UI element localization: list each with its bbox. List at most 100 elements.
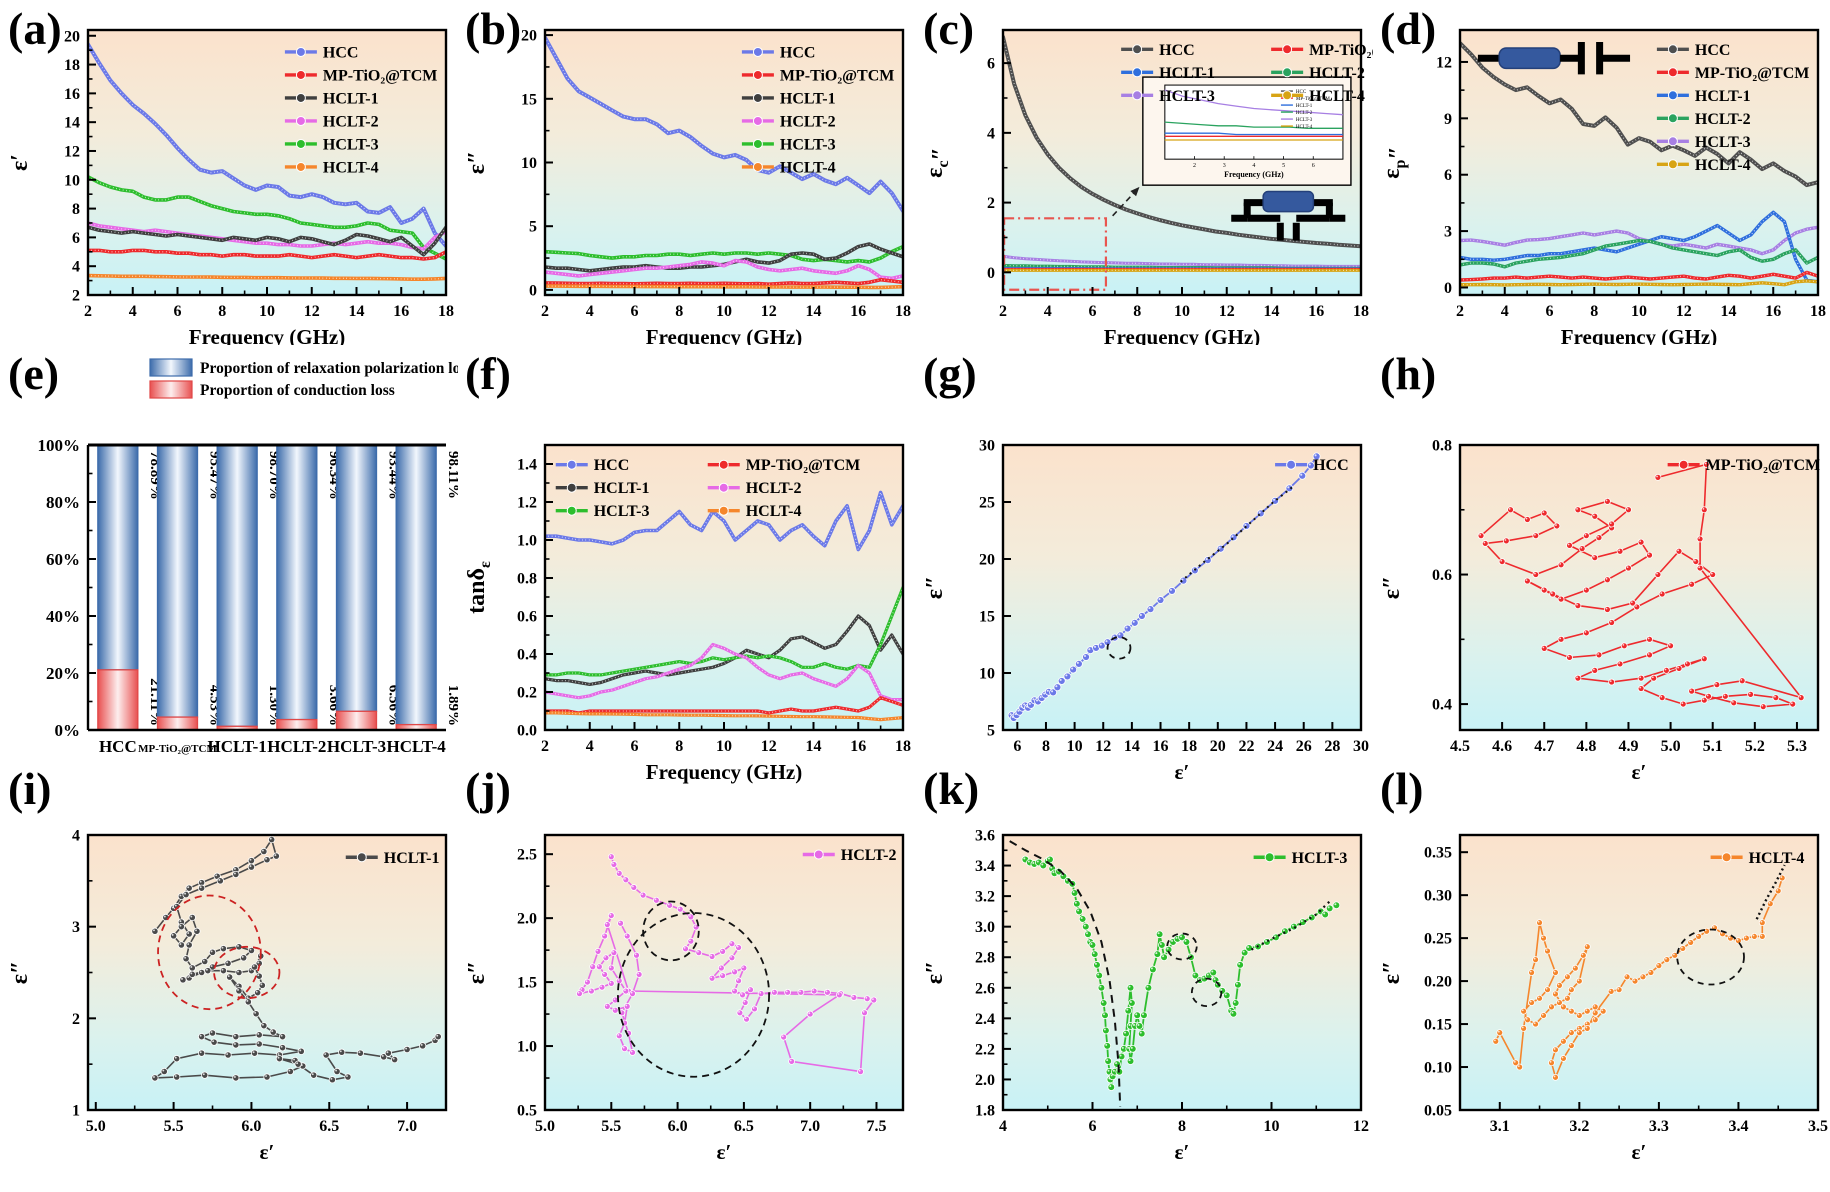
svg-text:HCC: HCC <box>594 457 630 474</box>
svg-text:8: 8 <box>1590 303 1598 320</box>
svg-text:6: 6 <box>987 56 995 73</box>
svg-text:5.2: 5.2 <box>1745 738 1765 755</box>
svg-text:HCLT-1: HCLT-1 <box>594 480 650 497</box>
svg-text:18: 18 <box>1353 303 1369 320</box>
svg-text:ε″: ε″ <box>1379 576 1405 600</box>
svg-text:HCC: HCC <box>1159 42 1195 59</box>
svg-text:10: 10 <box>979 666 995 683</box>
svg-text:2: 2 <box>72 1011 80 1028</box>
svg-text:εc″: εc″ <box>922 147 954 178</box>
svg-text:MP-TiO₂@TCM: MP-TiO₂@TCM <box>780 67 894 84</box>
svg-text:HCLT-2: HCLT-2 <box>780 113 836 130</box>
svg-text:6.5: 6.5 <box>319 1118 339 1135</box>
svg-text:6: 6 <box>1013 738 1021 755</box>
svg-text:0: 0 <box>529 282 537 299</box>
svg-text:1: 1 <box>72 1103 80 1120</box>
svg-text:6: 6 <box>174 303 182 320</box>
svg-text:0.2: 0.2 <box>517 685 537 702</box>
svg-text:HCLT-4: HCLT-4 <box>746 503 802 520</box>
svg-text:6.0: 6.0 <box>241 1118 261 1135</box>
panel-l: (l) 3.1 3.2 3.3 3.4 3.5 0.05 0.10 0.15 0.20 0.25 0.… <box>1372 760 1830 1192</box>
svg-text:Frequency (GHz): Frequency (GHz) <box>1561 325 1718 345</box>
svg-text:2.0: 2.0 <box>975 1072 995 1089</box>
svg-text:Frequency (GHz): Frequency (GHz) <box>1224 170 1284 179</box>
svg-text:6: 6 <box>1089 1118 1097 1135</box>
svg-text:4.5: 4.5 <box>1450 738 1470 755</box>
svg-text:40%: 40% <box>46 607 80 626</box>
panel-f: (f) 2 4 6 8 10 12 14 16 18 0.0 0.2 0.4 0.6 0.8 1.0 1.2 1.… <box>457 345 915 795</box>
svg-text:4: 4 <box>987 125 995 142</box>
svg-text:18: 18 <box>438 303 454 320</box>
svg-text:0.6: 0.6 <box>1432 567 1452 584</box>
svg-text:2.2: 2.2 <box>975 1041 995 1058</box>
svg-text:0.35: 0.35 <box>1424 845 1452 862</box>
svg-text:MP-TiO₂@TCM: MP-TiO₂@TCM <box>746 457 860 474</box>
svg-text:HCLT-2: HCLT-2 <box>1309 65 1365 82</box>
svg-text:2: 2 <box>541 303 549 320</box>
svg-text:2.0: 2.0 <box>517 911 537 928</box>
svg-text:3: 3 <box>1444 224 1452 241</box>
svg-text:HCLT-3: HCLT-3 <box>594 503 650 520</box>
svg-text:12: 12 <box>1436 54 1452 71</box>
svg-text:Proportion of relaxation polar: Proportion of relaxation polarization lo… <box>200 360 458 377</box>
svg-text:6: 6 <box>631 738 639 755</box>
svg-text:12: 12 <box>64 143 80 160</box>
svg-text:0.05: 0.05 <box>1424 1103 1452 1120</box>
svg-text:MP-TiO₂@TCM: MP-TiO₂@TCM <box>1296 97 1331 102</box>
panel-k-plot: 4 6 8 10 12 1.8 2.0 2.2 2.4 2.6 2.8 3.0 3.2 3.4 3.6 ε′ ε… <box>915 760 1373 1192</box>
svg-text:HCLT-4: HCLT-4 <box>1296 125 1313 130</box>
svg-text:0.4: 0.4 <box>517 647 537 664</box>
svg-text:16: 16 <box>64 86 80 103</box>
svg-text:HCLT-1: HCLT-1 <box>1159 65 1215 82</box>
panel-f-plot: 2 4 6 8 10 12 14 16 18 0.0 0.2 0.4 0.6 0.8 1.0 1.2 1.4 Fr… <box>457 345 915 795</box>
svg-text:HCLT-1: HCLT-1 <box>780 90 836 107</box>
svg-text:3: 3 <box>72 919 80 936</box>
panel-h: (h) 4.5 4.6 4.7 4.8 4.9 5.0 5.1 5.2 5.3 0.4 0.6 0.8 ε… <box>1372 345 1830 795</box>
svg-text:28: 28 <box>1324 738 1340 755</box>
svg-text:12: 12 <box>761 303 777 320</box>
svg-text:10: 10 <box>1631 303 1647 320</box>
svg-text:ε″: ε″ <box>464 151 490 175</box>
svg-text:5: 5 <box>529 219 537 236</box>
svg-text:8: 8 <box>675 303 683 320</box>
svg-text:HCC: HCC <box>1296 90 1307 95</box>
svg-text:2: 2 <box>541 738 549 755</box>
svg-text:0: 0 <box>1444 280 1452 297</box>
svg-text:3.4: 3.4 <box>1728 1118 1748 1135</box>
svg-text:HCLT-3: HCLT-3 <box>1695 134 1751 151</box>
svg-text:ε′: ε′ <box>1632 760 1647 784</box>
svg-text:5.0: 5.0 <box>1661 738 1681 755</box>
svg-text:0.8: 0.8 <box>1432 438 1452 455</box>
svg-text:14: 14 <box>349 303 365 320</box>
svg-text:HCLT-2: HCLT-2 <box>1695 111 1751 128</box>
svg-text:HCLT-3: HCLT-3 <box>327 737 386 756</box>
svg-text:ε′: ε′ <box>7 154 33 171</box>
panel-e: (e) 0% 20% 40% 60% 80% 100% 78.89% 21.11% HCC 95.4… <box>0 345 472 795</box>
svg-text:4.8: 4.8 <box>1576 738 1596 755</box>
svg-text:24: 24 <box>1267 738 1283 755</box>
svg-text:14: 14 <box>1124 738 1140 755</box>
svg-text:HCLT-3: HCLT-3 <box>1159 88 1215 105</box>
svg-text:Frequency (GHz): Frequency (GHz) <box>646 325 803 345</box>
panel-b-plot: 2 4 6 8 10 12 14 16 18 0 5 10 15 20 Frequency (GHz) ε″ H… <box>457 0 915 349</box>
svg-text:3: 3 <box>1223 163 1226 169</box>
svg-text:1.0: 1.0 <box>517 1039 537 1056</box>
svg-text:16: 16 <box>850 738 866 755</box>
svg-text:ε″: ε″ <box>7 961 33 985</box>
panel-l-label: (l) <box>1380 763 1424 814</box>
svg-text:30: 30 <box>1353 738 1369 755</box>
svg-text:ε″: ε″ <box>922 576 948 600</box>
svg-text:3.2: 3.2 <box>975 889 995 906</box>
svg-text:8: 8 <box>72 201 80 218</box>
panel-h-label: (h) <box>1380 348 1437 399</box>
svg-text:12: 12 <box>761 738 777 755</box>
svg-text:8: 8 <box>1178 1118 1186 1135</box>
svg-text:16: 16 <box>850 303 866 320</box>
svg-text:18: 18 <box>895 303 911 320</box>
svg-text:0.15: 0.15 <box>1424 1017 1452 1034</box>
panel-c-plot: 2 3 4 5 6 Frequency (GHz) HCC MP-TiO₂@TCM HCLT-1… <box>915 0 1424 349</box>
svg-text:14: 14 <box>1721 303 1737 320</box>
panel-f-label: (f) <box>465 348 511 399</box>
svg-text:15: 15 <box>521 91 537 108</box>
